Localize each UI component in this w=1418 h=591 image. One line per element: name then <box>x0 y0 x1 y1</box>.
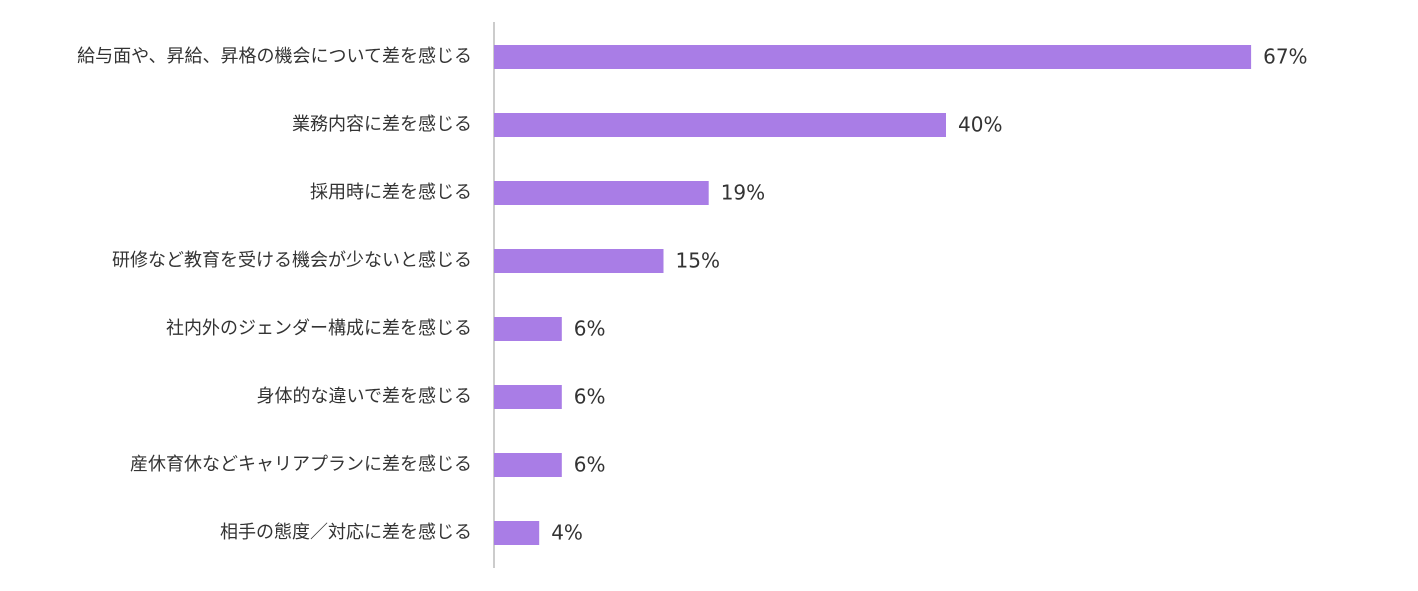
bar <box>494 453 562 477</box>
value-label: 40% <box>958 113 1002 137</box>
bar <box>494 181 709 205</box>
bar <box>494 45 1252 69</box>
value-label: 6% <box>574 385 606 409</box>
value-label: 67% <box>1263 45 1307 69</box>
category-label: 相手の態度／対応に差を感じる <box>220 522 472 543</box>
value-label: 4% <box>551 521 583 545</box>
value-label: 19% <box>721 181 765 205</box>
category-label: 採用時に差を感じる <box>310 182 472 203</box>
bar <box>494 521 540 545</box>
bar <box>494 317 562 341</box>
value-label: 6% <box>574 317 606 341</box>
category-label: 業務内容に差を感じる <box>292 114 472 135</box>
category-label: 産休育休などキャリアプランに差を感じる <box>130 454 472 475</box>
category-label: 給与面や、昇給、昇格の機会について差を感じる <box>77 46 472 67</box>
category-label: 研修など教育を受ける機会が少ないと感じる <box>112 250 472 271</box>
bar <box>494 113 946 137</box>
value-label: 6% <box>574 453 606 477</box>
category-label: 身体的な違いで差を感じる <box>257 386 472 407</box>
category-label: 社内外のジェンダー構成に差を感じる <box>166 318 472 339</box>
value-label: 15% <box>676 249 720 273</box>
bar <box>494 385 562 409</box>
bar <box>494 249 664 273</box>
